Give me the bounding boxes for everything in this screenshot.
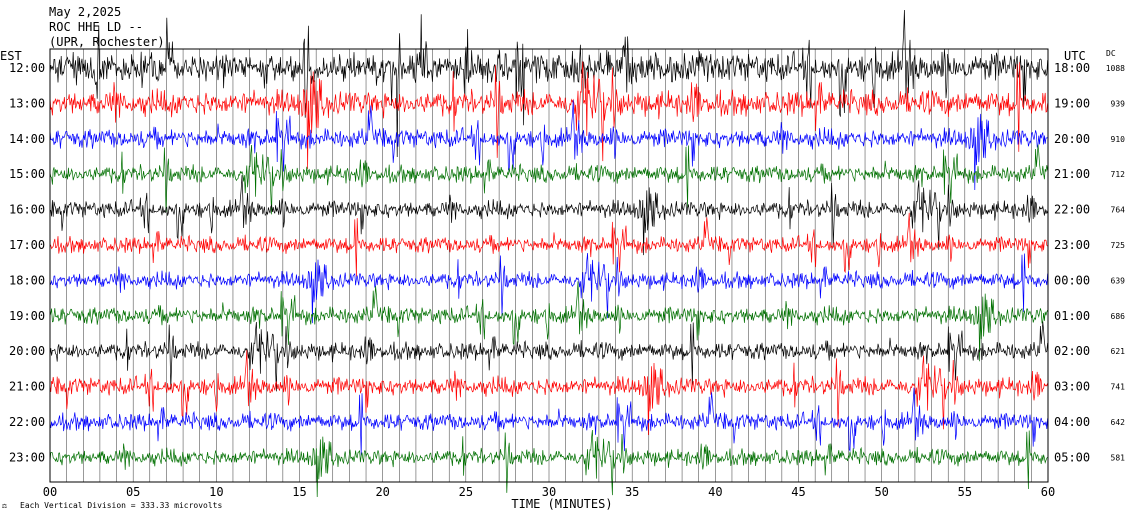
station-label: ROC HHE LD --	[49, 20, 143, 34]
est-hour-label: 12:00	[9, 61, 45, 75]
dc-offset-label: 725	[1111, 241, 1126, 250]
est-hour-label: 19:00	[9, 309, 45, 323]
est-hour-label: 13:00	[9, 96, 45, 110]
est-hour-label: 22:00	[9, 415, 45, 429]
date-label: May 2,2025	[49, 5, 121, 19]
utc-axis-label: UTC	[1064, 49, 1086, 63]
est-hour-label: 18:00	[9, 273, 45, 287]
est-hour-label: 15:00	[9, 167, 45, 181]
utc-hour-label: 02:00	[1054, 344, 1090, 358]
dc-column-header: DC	[1106, 49, 1116, 58]
utc-hour-label: 04:00	[1054, 415, 1090, 429]
est-hour-label: 21:00	[9, 380, 45, 394]
dc-offset-label: 1088	[1106, 64, 1125, 73]
utc-hour-labels: 18:00 19:00 20:00 21:00 22:00 23:00 00:00 01:00…	[1054, 61, 1090, 464]
x-tick-label: 55	[958, 485, 972, 499]
trace-13:00	[49, 61, 1048, 169]
trace-16:00	[49, 175, 1048, 256]
trace-18:00	[49, 252, 1048, 324]
dc-offset-label: 621	[1111, 347, 1126, 356]
seismic-traces	[49, 9, 1048, 498]
x-tick-label: 00	[43, 485, 57, 499]
est-hour-label: 20:00	[9, 344, 45, 358]
est-hour-label: 14:00	[9, 132, 45, 146]
est-hour-label: 17:00	[9, 238, 45, 252]
dc-offset-label: 639	[1111, 276, 1126, 285]
x-tick-label: 35	[625, 485, 639, 499]
trace-12:00	[49, 9, 1048, 158]
utc-hour-label: 01:00	[1054, 309, 1090, 323]
dc-offset-label: 642	[1111, 418, 1126, 427]
trace-23:00	[49, 429, 1048, 498]
x-tick-label: 30	[542, 485, 556, 499]
x-tick-label: 25	[459, 485, 473, 499]
dc-offset-label: 910	[1111, 135, 1126, 144]
x-tick-label: 10	[209, 485, 223, 499]
est-axis-label: EST	[0, 49, 22, 63]
dc-offset-label: 712	[1111, 170, 1126, 179]
x-tick-label: 20	[375, 485, 389, 499]
utc-hour-label: 23:00	[1054, 238, 1090, 252]
utc-hour-label: 00:00	[1054, 273, 1090, 287]
dc-offset-label: 686	[1111, 312, 1126, 321]
trace-22:00	[49, 387, 1048, 456]
plot-border	[49, 48, 1049, 483]
dc-offset-label: 581	[1111, 453, 1126, 462]
trace-20:00	[49, 321, 1048, 392]
utc-hour-label: 20:00	[1054, 132, 1090, 146]
x-tick-label: 50	[874, 485, 888, 499]
x-tick-label: 40	[708, 485, 722, 499]
est-hour-label: 16:00	[9, 203, 45, 217]
utc-hour-label: 05:00	[1054, 450, 1090, 464]
x-tick-label: 60	[1041, 485, 1055, 499]
trace-14:00	[49, 100, 1048, 191]
trace-15:00	[49, 144, 1048, 215]
utc-hour-label: 03:00	[1054, 380, 1090, 394]
utc-hour-label: 22:00	[1054, 203, 1090, 217]
scale-icon: ⚖	[2, 501, 7, 510]
dc-offset-label: 741	[1111, 383, 1126, 392]
dc-offset-label: 764	[1111, 206, 1126, 215]
trace-19:00	[49, 281, 1048, 362]
scale-note: Each Vertical Division = 333.33 microvol…	[20, 501, 222, 510]
utc-hour-label: 21:00	[1054, 167, 1090, 181]
x-tick-label: 05	[126, 485, 140, 499]
location-label: (UPR, Rochester)	[49, 35, 165, 49]
trace-21:00	[49, 350, 1048, 436]
est-hour-labels: 12:00 13:00 14:00 15:00 16:00 17:00 18:00 19:00…	[9, 61, 45, 464]
trace-17:00	[49, 212, 1048, 277]
est-hour-label: 23:00	[9, 450, 45, 464]
x-axis-title: TIME (MINUTES)	[511, 497, 612, 511]
plot-frame	[49, 48, 1049, 483]
utc-hour-label: 19:00	[1054, 96, 1090, 110]
x-tick-label: 45	[791, 485, 805, 499]
dc-offset-label: 939	[1111, 99, 1126, 108]
x-tick-labels: 00 05 10 15 20 25 30 35 40 45 50 55 60	[43, 485, 1055, 499]
minute-gridlines	[49, 49, 1049, 482]
x-tick-label: 15	[292, 485, 306, 499]
utc-hour-label: 18:00	[1054, 61, 1090, 75]
dc-offset-labels: 1088 939 910 712 764 725 639 686 621 741 642 581	[1106, 64, 1125, 462]
